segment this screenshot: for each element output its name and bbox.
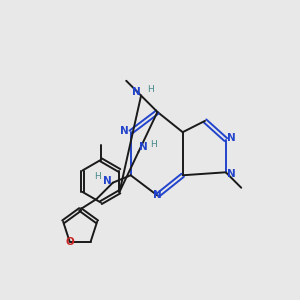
Text: N: N (227, 169, 236, 179)
Text: N: N (140, 142, 148, 152)
Text: O: O (65, 237, 74, 247)
Text: N: N (103, 176, 112, 186)
Text: N: N (132, 87, 141, 97)
Text: N: N (153, 190, 162, 200)
Text: H: H (94, 172, 101, 181)
Text: N: N (227, 133, 236, 143)
Text: N: N (120, 126, 128, 136)
Text: H: H (147, 85, 154, 94)
Text: H: H (150, 140, 157, 149)
